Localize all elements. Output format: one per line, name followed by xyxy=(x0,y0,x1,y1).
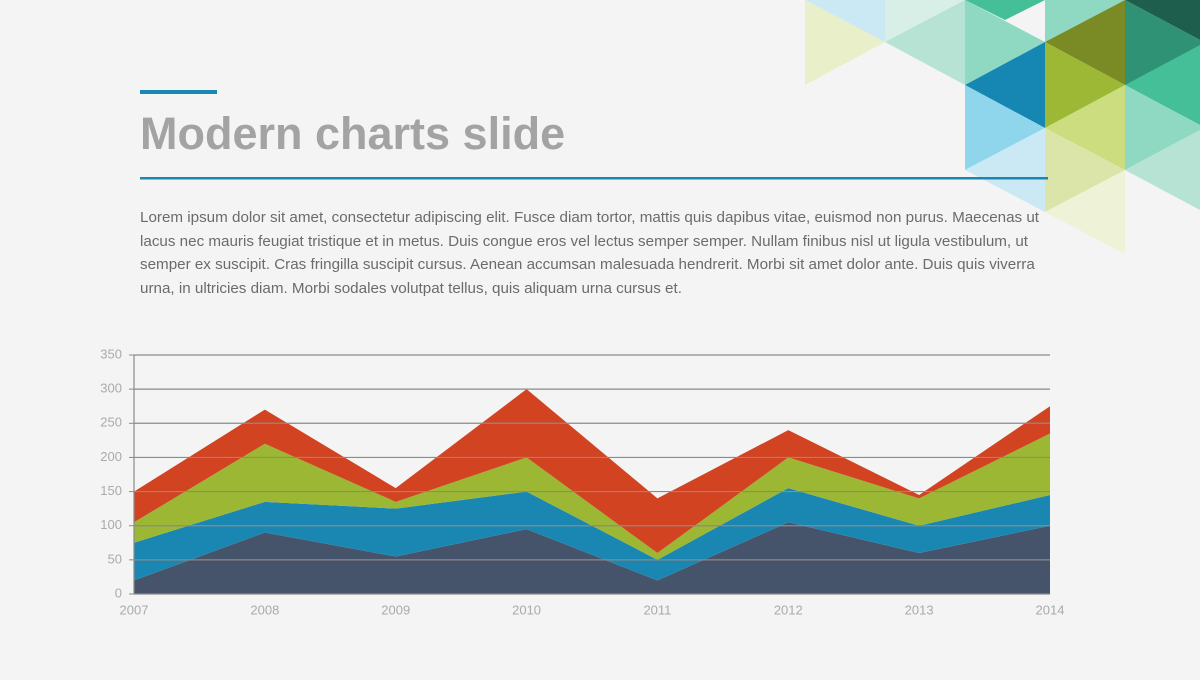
area xyxy=(134,522,1050,594)
y-tick-label: 300 xyxy=(100,381,122,396)
y-tick-label: 0 xyxy=(115,585,122,600)
area xyxy=(134,488,1050,581)
x-tick-label: 2009 xyxy=(381,602,410,617)
y-tick-label: 50 xyxy=(108,551,122,566)
y-tick-label: 100 xyxy=(100,517,122,532)
body-text: Lorem ipsum dolor sit amet, consectetur … xyxy=(140,209,1040,298)
y-tick-label: 150 xyxy=(100,483,122,498)
y-tick-label: 250 xyxy=(100,415,122,430)
x-tick-label: 2014 xyxy=(1036,602,1065,617)
y-tick-label: 200 xyxy=(100,449,122,464)
area xyxy=(134,389,1050,554)
x-tick-label: 2007 xyxy=(120,602,149,617)
x-tick-label: 2013 xyxy=(905,602,934,617)
area xyxy=(134,433,1050,560)
y-tick-label: 350 xyxy=(100,346,122,361)
x-tick-label: 2010 xyxy=(512,602,541,617)
slide-title: Modern charts slide xyxy=(140,108,566,159)
x-tick-label: 2011 xyxy=(643,602,671,617)
x-tick-label: 2012 xyxy=(774,602,803,617)
x-tick-label: 2008 xyxy=(250,602,279,617)
